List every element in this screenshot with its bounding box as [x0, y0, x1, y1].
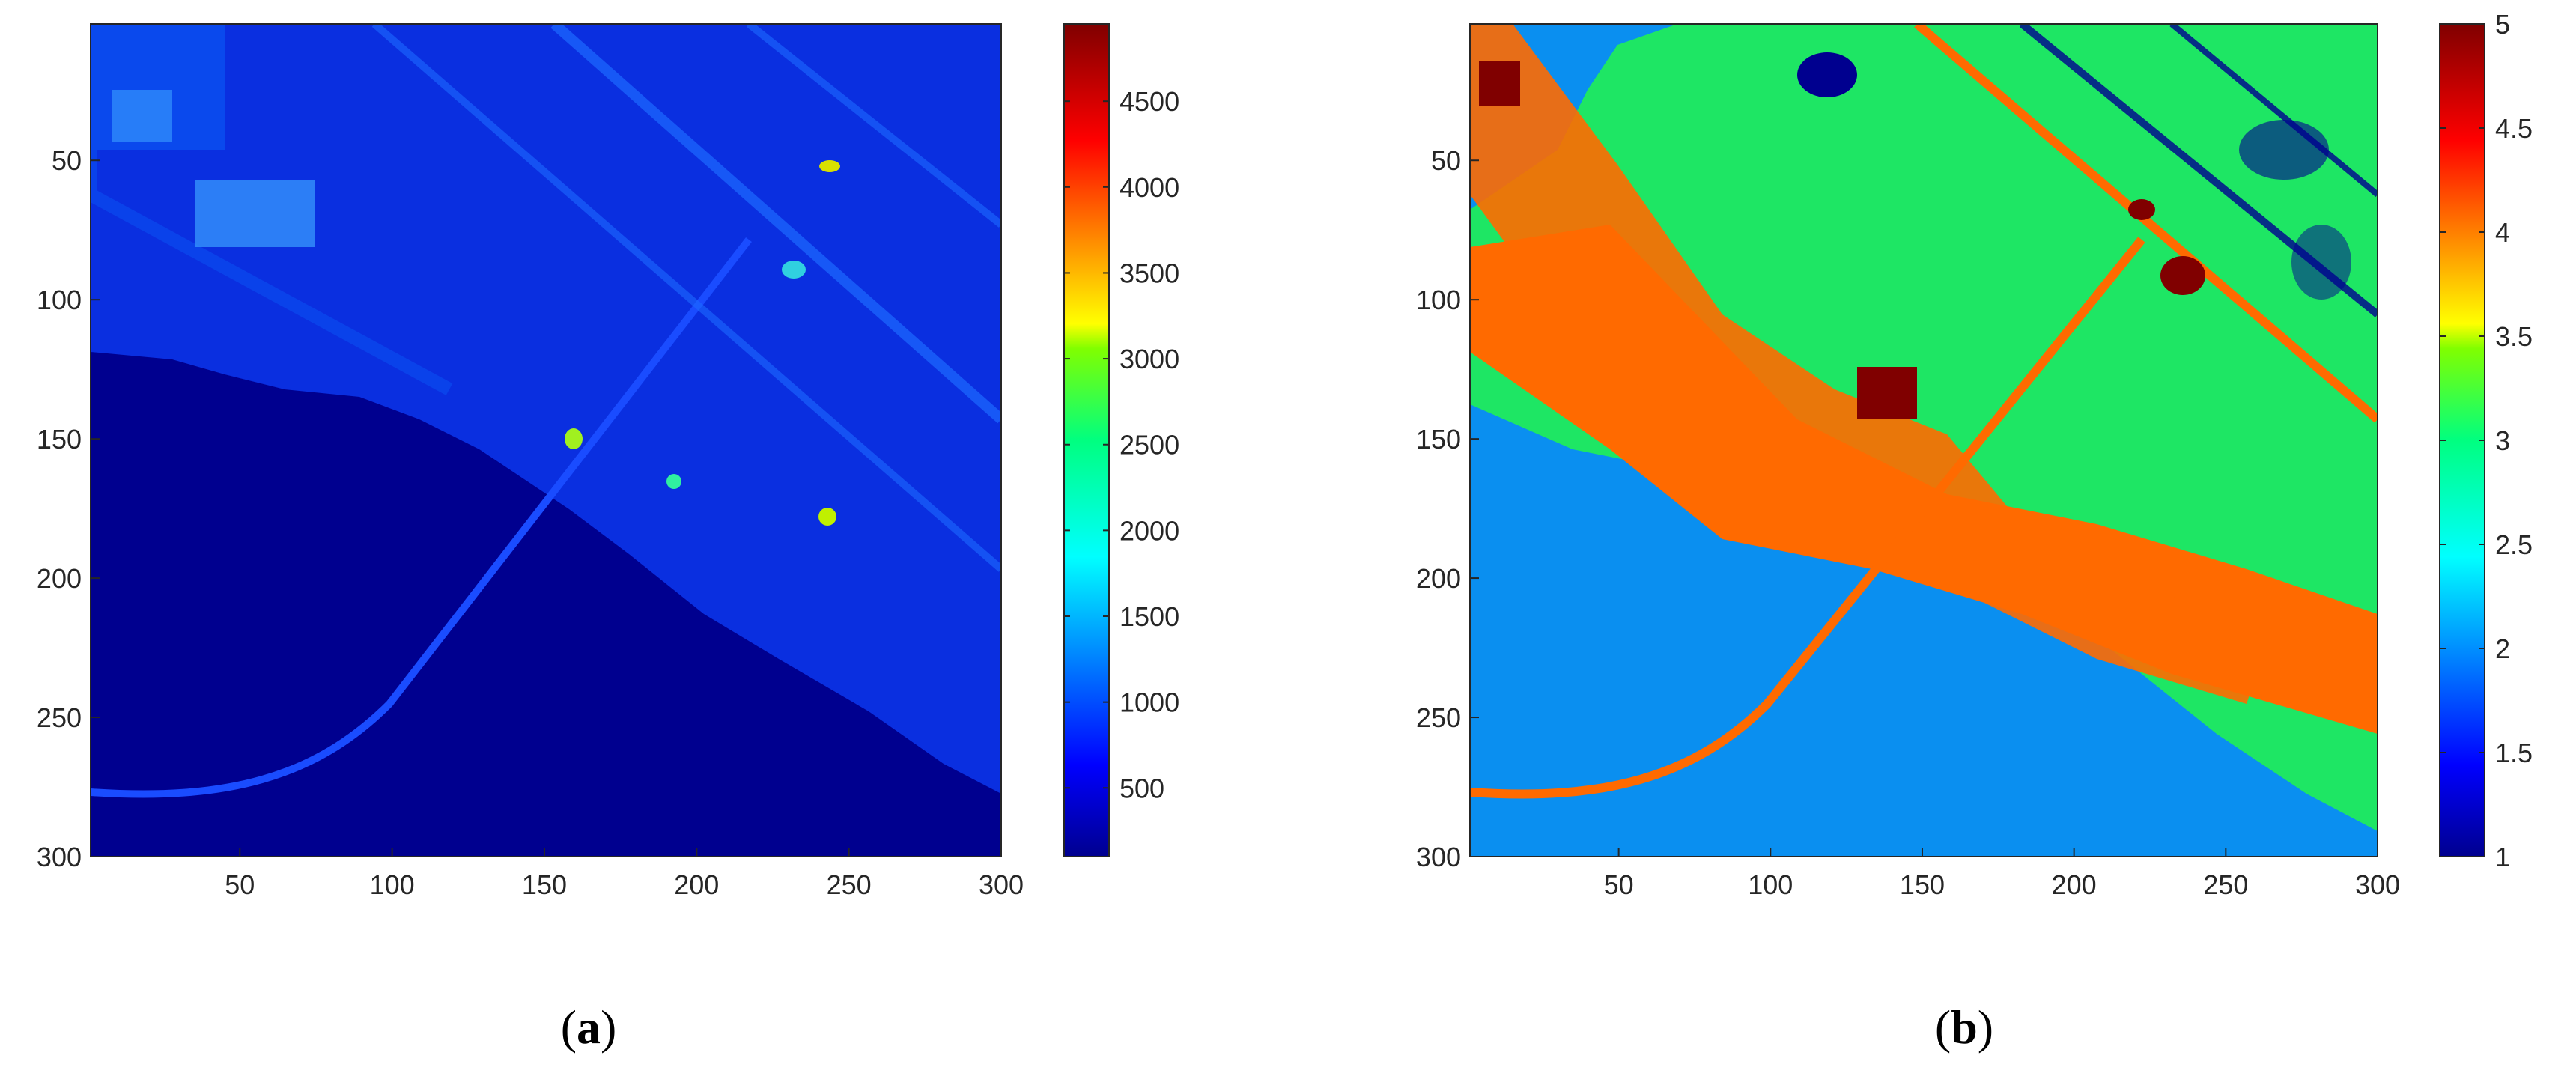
- panel-a-bright-spot-1: [819, 160, 840, 172]
- y-tick-label: 100: [1416, 285, 1461, 315]
- panel-b-pier: [1470, 237, 2145, 799]
- y-tick-label: 150: [1416, 424, 1461, 455]
- x-tick-label: 200: [674, 869, 719, 900]
- y-tick-label: 200: [1416, 563, 1461, 594]
- colorbar-tick-label: 2500: [1120, 430, 1179, 460]
- panel-a: 50 100 150 200 250 300 50 100 150 200 250 300 500 10…: [37, 23, 1179, 900]
- y-tick-label: 300: [1416, 842, 1461, 872]
- panel-b-class-1-patch-3: [2291, 225, 2351, 300]
- colorbar-tick-label: 2: [2495, 633, 2510, 664]
- colorbar-tick-label: 500: [1120, 773, 1164, 803]
- panel-b-street-1: [1914, 24, 2378, 423]
- y-tick-label: 300: [37, 842, 82, 872]
- panel-a-image: [91, 24, 1001, 857]
- colorbar-tick-label: 4000: [1120, 172, 1179, 203]
- colorbar-tick-label: 2000: [1120, 515, 1179, 546]
- x-tick-label: 150: [522, 869, 567, 900]
- panel-a-street-3: [746, 24, 1001, 228]
- panel-b-class-5-patch-2: [1857, 367, 1917, 419]
- y-tick-label: 50: [52, 145, 82, 176]
- panel-a-bright-spot-3: [818, 508, 836, 526]
- panel-a-pier: [91, 237, 752, 798]
- panel-b-class-5-patch-4: [2128, 199, 2155, 220]
- caption-b: (b): [1935, 1000, 1993, 1054]
- panel-a-bright-spot-4: [666, 474, 681, 489]
- x-tick-label: 200: [2052, 869, 2097, 900]
- panel-b-ticks: 50 100 150 200 250 300 50 100 150 200 250 300: [1416, 145, 2400, 900]
- y-tick-label: 250: [37, 702, 82, 733]
- panel-b-axes-box: [1469, 23, 2378, 857]
- colorbar-tick-label: 5: [2495, 9, 2510, 40]
- panel-a-colorbar: 500 1000 1500 2000 2500 3000 3500 4000 4500: [1063, 23, 1179, 857]
- colorbar-tick-label: 4: [2495, 217, 2510, 248]
- x-tick-label: 300: [979, 869, 1024, 900]
- panel-b: 50 100 150 200 250 300 50 100 150 200 250 300 1 1.5 2…: [1416, 9, 2533, 900]
- colorbar-tick-label: 3.5: [2495, 321, 2533, 352]
- x-tick-label: 300: [2355, 869, 2400, 900]
- caption-a-letter: a: [577, 1000, 601, 1054]
- colorbar-tick-label: 1.5: [2495, 738, 2533, 768]
- colorbar-tick-label: 3: [2495, 425, 2510, 456]
- panel-b-class-5-patch-1: [1479, 61, 1520, 106]
- colorbar-tick-label: 3500: [1120, 258, 1179, 288]
- panel-b-street-3: [2169, 24, 2378, 198]
- x-tick-label: 100: [370, 869, 415, 900]
- caption-b-letter: b: [1951, 1000, 1978, 1054]
- panel-b-class-5-patch-3: [2160, 256, 2205, 295]
- colorbar-tick-label: 1000: [1120, 687, 1179, 718]
- x-tick-label: 150: [1900, 869, 1945, 900]
- panel-b-class-1-patch-2: [2239, 120, 2329, 180]
- x-tick-label: 250: [827, 869, 872, 900]
- colorbar-tick-label: 4500: [1120, 86, 1179, 117]
- panel-a-street-1: [550, 24, 1001, 424]
- panel-a-road: [91, 150, 453, 395]
- y-tick-label: 250: [1416, 702, 1461, 733]
- panel-a-building-1: [195, 180, 315, 247]
- y-tick-label: 50: [1431, 145, 1461, 176]
- x-tick-label: 250: [2203, 869, 2248, 900]
- panel-a-bright-spot-2: [565, 428, 583, 449]
- caption-a: (a): [561, 1000, 617, 1054]
- panel-b-class-1-patch-1: [1797, 52, 1857, 97]
- panel-a-colorbar-box: [1063, 23, 1110, 857]
- colorbar-tick-label: 1: [2495, 842, 2510, 872]
- panel-a-street-2: [371, 24, 1001, 572]
- panel-a-building-2: [112, 90, 172, 142]
- panel-a-bright-spot-5: [782, 261, 806, 279]
- colorbar-tick-label: 4.5: [2495, 113, 2533, 144]
- panel-b-colorbar-ramp: [2440, 24, 2485, 857]
- panel-b-image: [1470, 24, 2378, 857]
- panel-a-colorbar-ticks: 500 1000 1500 2000 2500 3000 3500 4000 4500: [1064, 86, 1179, 803]
- colorbar-tick-label: 3000: [1120, 344, 1179, 374]
- y-tick-label: 100: [37, 285, 82, 315]
- x-tick-label: 50: [1604, 869, 1634, 900]
- x-tick-label: 100: [1748, 869, 1793, 900]
- colorbar-tick-label: 2.5: [2495, 529, 2533, 560]
- panel-a-ticks: 50 100 150 200 250 300 50 100 150 200 250 300: [37, 145, 1024, 900]
- panel-b-colorbar: 1 1.5 2 2.5 3 3.5 4 4.5 5: [2439, 9, 2533, 872]
- panel-b-class-4-region-2: [1470, 24, 2261, 704]
- colorbar-tick-label: 1500: [1120, 601, 1179, 632]
- y-tick-label: 200: [37, 563, 82, 594]
- panel-a-axes-box: [90, 23, 1002, 857]
- panel-b-colorbar-ticks: 1 1.5 2 2.5 3 3.5 4 4.5 5: [2440, 9, 2533, 872]
- x-tick-label: 50: [225, 869, 255, 900]
- y-tick-label: 150: [37, 424, 82, 455]
- panel-a-colorbar-ramp: [1064, 24, 1109, 857]
